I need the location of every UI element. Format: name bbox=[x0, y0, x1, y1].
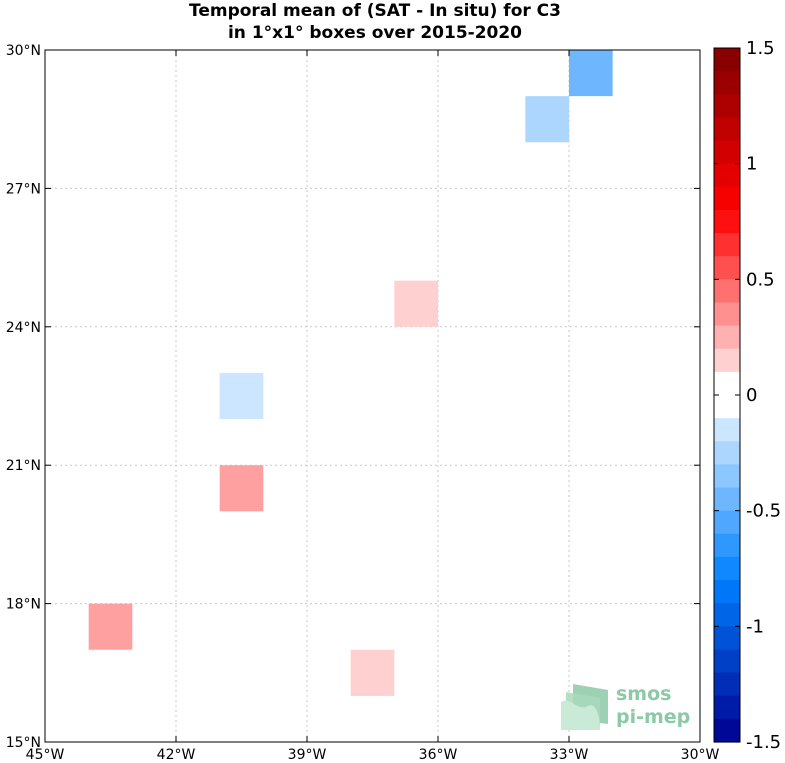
data-box bbox=[569, 50, 613, 97]
colorbar-segment bbox=[714, 256, 740, 280]
colorbar-segment bbox=[714, 140, 740, 165]
colorbar-tick-label: 0.5 bbox=[746, 269, 775, 290]
colorbar-segment bbox=[714, 672, 740, 697]
colorbar-segment bbox=[714, 233, 740, 257]
colorbar-tick-label: 1.5 bbox=[746, 38, 775, 59]
colorbar-tick-label: -1 bbox=[746, 616, 764, 637]
colorbar-tick-label: -0.5 bbox=[746, 501, 781, 522]
data-box bbox=[219, 465, 264, 512]
title-line-1: Temporal mean of (SAT - In situ) for C3 bbox=[189, 1, 561, 21]
colorbar-segment bbox=[714, 695, 740, 720]
colorbar-segment bbox=[714, 487, 740, 512]
lon-tick-label: 39°W bbox=[288, 747, 327, 763]
data-boxes bbox=[88, 50, 613, 696]
lat-tick-label: 24°N bbox=[6, 320, 41, 336]
lon-tick-label: 45°W bbox=[26, 747, 65, 763]
lat-tick-label: 21°N bbox=[6, 458, 41, 474]
data-box bbox=[219, 372, 264, 420]
colorbar-segment bbox=[714, 279, 740, 304]
colorbar-segment bbox=[714, 510, 740, 535]
logo-line-1: smos bbox=[616, 683, 671, 705]
colorbar-segment bbox=[714, 395, 740, 419]
data-box bbox=[88, 603, 133, 650]
colorbar-segment bbox=[714, 649, 740, 674]
lat-tick-label: 18°N bbox=[6, 597, 41, 613]
grid-lines bbox=[45, 50, 700, 742]
colorbar-segment bbox=[714, 580, 740, 604]
colorbar-segment bbox=[714, 117, 740, 142]
colorbar-segment bbox=[714, 48, 740, 72]
colorbar-segment bbox=[714, 348, 740, 373]
lon-tick-label: 30°W bbox=[681, 747, 720, 763]
colorbar-segment bbox=[714, 464, 740, 489]
lat-tick-label: 27°N bbox=[6, 181, 41, 197]
lon-tick-label: 33°W bbox=[550, 747, 589, 763]
lon-tick-label: 36°W bbox=[419, 747, 458, 763]
colorbar-segment bbox=[714, 163, 740, 188]
colorbar-segment bbox=[714, 209, 740, 234]
colorbar-segment bbox=[714, 441, 740, 465]
colorbar-segment bbox=[714, 533, 740, 558]
colorbar-segment bbox=[714, 71, 740, 95]
lon-tick-label: 42°W bbox=[157, 747, 196, 763]
colorbar: 1.5 1 0.5 0 -0.5 -1 -1.5 bbox=[713, 38, 781, 753]
colorbar-segment bbox=[714, 603, 740, 627]
colorbar-tick-label: 1 bbox=[746, 154, 757, 175]
title-line-2: in 1°x1° boxes over 2015-2020 bbox=[227, 23, 523, 43]
colorbar-segment bbox=[714, 371, 740, 396]
colorbar-segment bbox=[714, 626, 740, 651]
data-box bbox=[525, 96, 569, 143]
logo-line-2: pi-mep bbox=[616, 706, 690, 728]
colorbar-segment bbox=[714, 556, 740, 581]
data-box bbox=[350, 649, 395, 696]
data-box bbox=[394, 280, 438, 327]
lat-tick-label: 30°N bbox=[6, 43, 41, 59]
colorbar-segment bbox=[714, 418, 740, 442]
colorbar-segment bbox=[714, 94, 740, 118]
colorbar-segment bbox=[714, 325, 740, 350]
colorbar-segment bbox=[714, 302, 740, 327]
colorbar-tick-label: 0 bbox=[746, 385, 757, 406]
map-frame bbox=[44, 49, 701, 743]
map-axes: 45°W 42°W 39°W 36°W 33°W 30°W 15°N 18°N 21°N 24°N… bbox=[6, 43, 720, 763]
colorbar-segment bbox=[714, 186, 740, 211]
lat-tick-label: 15°N bbox=[6, 735, 41, 751]
smos-pi-mep-logo: smos pi-mep bbox=[561, 683, 690, 730]
colorbar-tick-label: -1.5 bbox=[746, 732, 781, 753]
map-title: Temporal mean of (SAT - In situ) for C3 … bbox=[0, 0, 750, 44]
colorbar-segment bbox=[714, 718, 740, 743]
